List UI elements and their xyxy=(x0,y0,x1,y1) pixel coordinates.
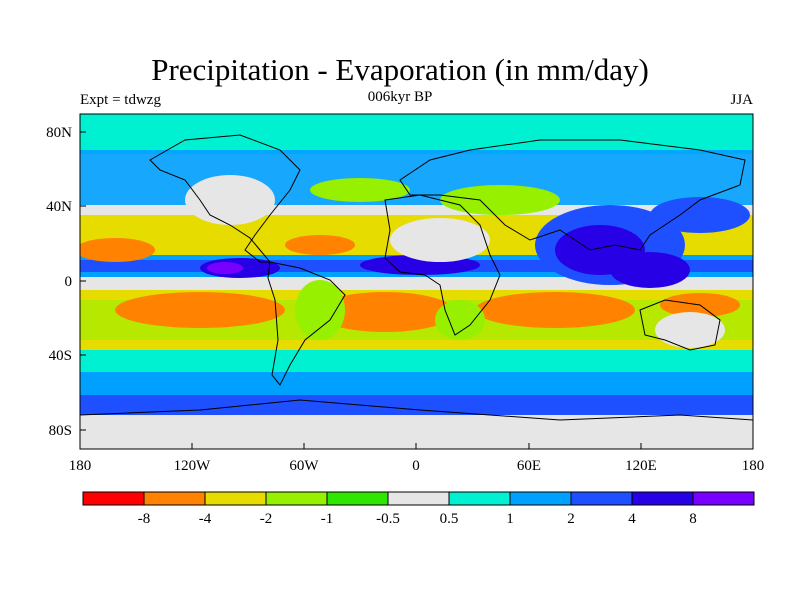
lon-label: 120E xyxy=(625,458,657,474)
lon-label: 180 xyxy=(742,458,765,474)
colorbar-swatch xyxy=(326,491,389,506)
lon-label: 60W xyxy=(289,458,319,474)
colorbar-label: -8 xyxy=(138,511,151,527)
lon-label: 0 xyxy=(412,458,420,474)
lat-axis: 80N 40N 0 40S 80S xyxy=(46,125,86,439)
colorbar-swatch xyxy=(509,491,572,506)
experiment-label: Expt = tdwzg xyxy=(80,92,161,108)
lat-label: 80S xyxy=(49,423,72,439)
colorbar-label: -2 xyxy=(260,511,273,527)
colorbar-swatch xyxy=(570,491,633,506)
colorbar-swatch xyxy=(82,491,145,506)
period-label: 006kyr BP xyxy=(367,89,433,105)
lat-label: 40N xyxy=(46,199,72,215)
lon-label: 120W xyxy=(174,458,212,474)
coastlines xyxy=(80,134,753,421)
precip-evap-field xyxy=(80,114,753,449)
colorbar-swatch xyxy=(143,491,206,506)
colorbar-swatch xyxy=(265,491,328,506)
colorbar-label: -4 xyxy=(199,511,212,527)
lat-label: 0 xyxy=(65,274,73,290)
colorbar-label: 1 xyxy=(506,511,514,527)
colorbar-label: 8 xyxy=(689,511,697,527)
lon-label: 60E xyxy=(517,458,541,474)
colorbar: -8 -4 -2 -1 -0.5 0.5 1 2 4 8 xyxy=(82,491,755,527)
colorbar-label: 4 xyxy=(628,511,636,527)
colorbar-swatch xyxy=(387,491,450,506)
lon-axis: 180 120W 60W 0 60E 120E 180 xyxy=(69,443,765,474)
colorbar-swatch xyxy=(692,491,755,506)
colorbar-swatch xyxy=(631,491,694,506)
colorbar-swatch xyxy=(204,491,267,506)
lon-label: 180 xyxy=(69,458,92,474)
colorbar-label: -0.5 xyxy=(376,511,400,527)
lat-label: 40S xyxy=(49,348,72,364)
map-title: Precipitation - Evaporation (in mm/day) xyxy=(151,52,649,87)
colorbar-label: -1 xyxy=(321,511,334,527)
colorbar-swatch xyxy=(448,491,511,506)
colorbar-label: 0.5 xyxy=(440,511,459,527)
lat-label: 80N xyxy=(46,125,72,141)
colorbar-label: 2 xyxy=(567,511,575,527)
season-label: JJA xyxy=(730,92,753,108)
